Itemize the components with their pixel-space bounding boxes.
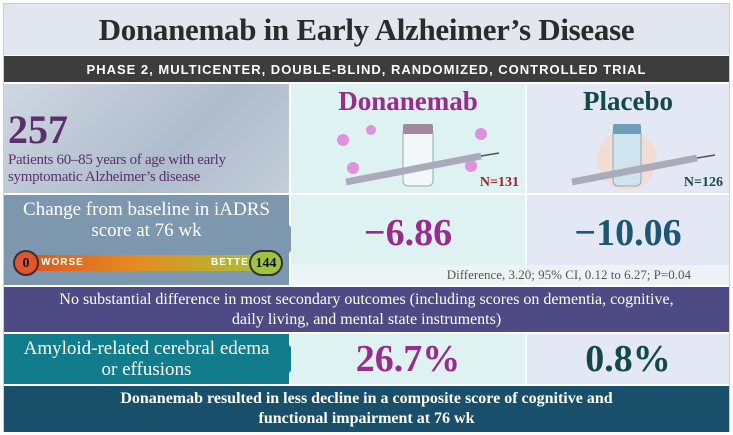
difference-text: Difference, 3.20; 95% CI, 0.12 to 6.27; … [291,265,729,285]
conclusion: Donanemab resulted in less decline in a … [120,390,613,427]
scale-worse-label: WORSE [41,257,84,268]
vial-syringe-icon [571,124,716,190]
aria-label: Amyloid-related cerebral edema or effusi… [23,338,270,380]
donanemab-aria-value: 26.7% [355,338,461,380]
scale-max: 144 [249,250,283,276]
donanemab-arm-name: Donanemab [338,86,478,116]
vial-syringe-icon [337,124,500,187]
primary-outcome-label-panel: Change from baseline in iADRS score at 7… [4,195,301,285]
population-description: Patients 60–85 years of age with early s… [8,152,226,185]
scale-bar: WORSE BETTER [31,255,267,271]
visual-abstract: Donanemab in Early Alzheimer’s Disease P… [3,3,730,432]
scale-better-label: BETTER [211,257,257,268]
secondary-outcomes-text: No substantial difference in most second… [4,287,729,332]
placebo-arm-panel: Placebo N=126 [527,84,729,193]
patient-count: 257 [8,107,68,152]
aria-label-panel: Amyloid-related cerebral edema or effusi… [4,334,301,384]
donanemab-n: N=131 [479,175,519,190]
trial-design-banner: PHASE 2, MULTICENTER, DOUBLE-BLIND, RAND… [4,56,729,82]
scale-min: 0 [13,250,39,276]
conclusion-band: Donanemab resulted in less decline in a … [4,386,729,432]
donanemab-arm-panel: Donanemab N=131 [291,84,525,193]
placebo-arm-name: Placebo [583,86,673,116]
placebo-aria-value: 0.8% [585,338,671,380]
primary-outcome-label: Change from baseline in iADRS score at 7… [23,199,270,241]
donanemab-primary-value: −6.86 [363,212,453,254]
placebo-primary-value: −10.06 [574,212,682,254]
placebo-aria-cell: 0.8% [527,334,729,384]
placebo-n: N=126 [683,175,723,190]
iadrs-scale: WORSE BETTER 0 144 [13,250,283,276]
donanemab-aria-cell: 26.7% [291,334,525,384]
population-panel: 257 Patients 60–85 years of age with ear… [4,84,289,193]
page-title: Donanemab in Early Alzheimer’s Disease [4,4,729,55]
